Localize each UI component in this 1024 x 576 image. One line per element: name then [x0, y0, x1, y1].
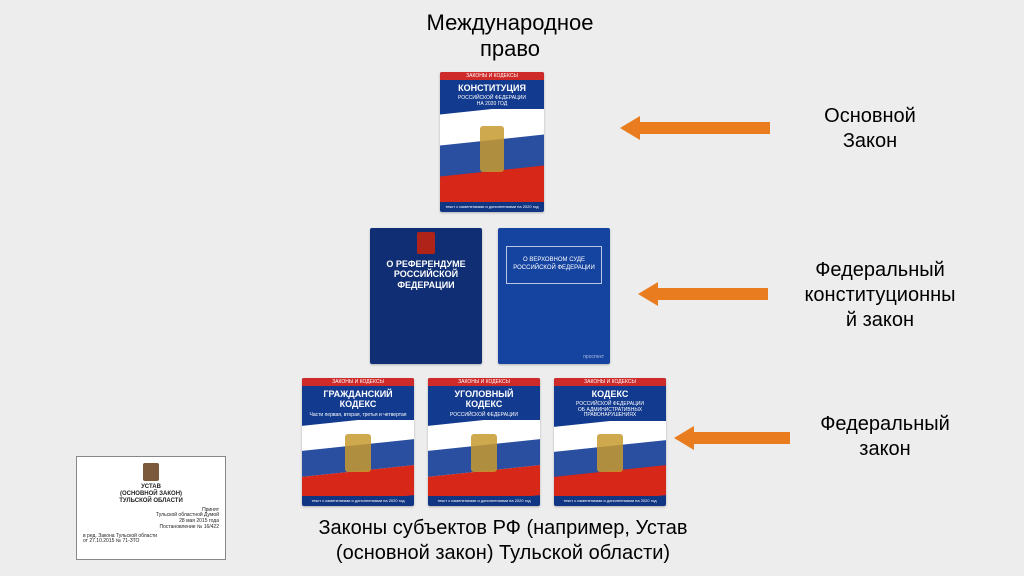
coat-of-arms-icon	[597, 434, 624, 472]
book-l1-1: О ВЕРХОВНОМ СУДЕРОССИЙСКОЙ ФЕДЕРАЦИИпрос…	[498, 228, 610, 364]
book-title: О РЕФЕРЕНДУМЕРОССИЙСКОЙФЕДЕРАЦИИ	[370, 256, 482, 293]
arrow-head-icon	[620, 116, 640, 140]
book-title: КОДЕКС	[554, 386, 666, 402]
flag-icon	[302, 420, 414, 496]
book-subtitle: Части первая, вторая, третья и четвертая	[302, 413, 414, 421]
title-line2: право	[480, 36, 540, 61]
arrow-level-3	[674, 426, 790, 450]
coat-of-arms-icon	[480, 126, 505, 172]
ustav-title: УСТАВ(ОСНОВНОЙ ЗАКОН)ТУЛЬСКОЙ ОБЛАСТИ	[83, 484, 219, 505]
flag-icon	[554, 421, 666, 496]
book-l1-0: О РЕФЕРЕНДУМЕРОССИЙСКОЙФЕДЕРАЦИИ	[370, 228, 482, 364]
book-subtitle: РОССИЙСКОЙ ФЕДЕРАЦИИОБ АДМИНИСТРАТИВНЫХП…	[554, 402, 666, 421]
label-level-1: Основной Закон	[780, 104, 960, 154]
book-l2-2: ЗАКОНЫ И КОДЕКСЫКОДЕКСРОССИЙСКОЙ ФЕДЕРАЦ…	[554, 378, 666, 506]
label-level-2: Федеральный конституционны й закон	[770, 258, 990, 333]
book-subtitle: РОССИЙСКОЙ ФЕДЕРАЦИИНА 2020 ГОД	[440, 96, 544, 109]
footer-text: Законы субъектов РФ (например, Устав (ос…	[268, 516, 738, 566]
book-subtitle: РОССИЙСКОЙ ФЕДЕРАЦИИ	[428, 413, 540, 421]
region-emblem-icon	[143, 463, 159, 481]
ustav-block2: в ред. Закона Тульской областиот 27.10.2…	[83, 534, 219, 546]
arrow-head-icon	[674, 426, 694, 450]
label-level-3: Федеральный закон	[790, 412, 980, 462]
book-title: КОНСТИТУЦИЯ	[440, 80, 544, 96]
emblem-icon	[417, 232, 435, 254]
book-l0-0: ЗАКОНЫ И КОДЕКСЫКОНСТИТУЦИЯРОССИЙСКОЙ ФЕ…	[440, 72, 544, 212]
book-title-box: О ВЕРХОВНОМ СУДЕРОССИЙСКОЙ ФЕДЕРАЦИИ	[506, 246, 602, 284]
flag-icon	[440, 109, 544, 202]
coat-of-arms-icon	[345, 434, 372, 472]
arrow-level-2	[638, 282, 768, 306]
book-strip: ЗАКОНЫ И КОДЕКСЫ	[302, 378, 414, 386]
title-line1: Международное	[427, 10, 594, 35]
ustav-block1: ПринятТульской областной Думой28 мая 201…	[83, 508, 219, 531]
book-title: ГРАЖДАНСКИЙКОДЕКС	[302, 386, 414, 413]
book-title: УГОЛОВНЫЙКОДЕКС	[428, 386, 540, 413]
arrow-head-icon	[638, 282, 658, 306]
book-strip: ЗАКОНЫ И КОДЕКСЫ	[428, 378, 540, 386]
book-l2-1: ЗАКОНЫ И КОДЕКСЫУГОЛОВНЫЙКОДЕКСРОССИЙСКО…	[428, 378, 540, 506]
book-l2-0: ЗАКОНЫ И КОДЕКСЫГРАЖДАНСКИЙКОДЕКСЧасти п…	[302, 378, 414, 506]
flag-icon	[428, 420, 540, 496]
book-strip: ЗАКОНЫ И КОДЕКСЫ	[440, 72, 544, 80]
coat-of-arms-icon	[471, 434, 498, 472]
ustav-card: УСТАВ(ОСНОВНОЙ ЗАКОН)ТУЛЬСКОЙ ОБЛАСТИ Пр…	[76, 456, 226, 560]
book-strip: ЗАКОНЫ И КОДЕКСЫ	[554, 378, 666, 386]
diagram-title: Международное право	[380, 10, 640, 63]
arrow-level-1	[620, 116, 770, 140]
